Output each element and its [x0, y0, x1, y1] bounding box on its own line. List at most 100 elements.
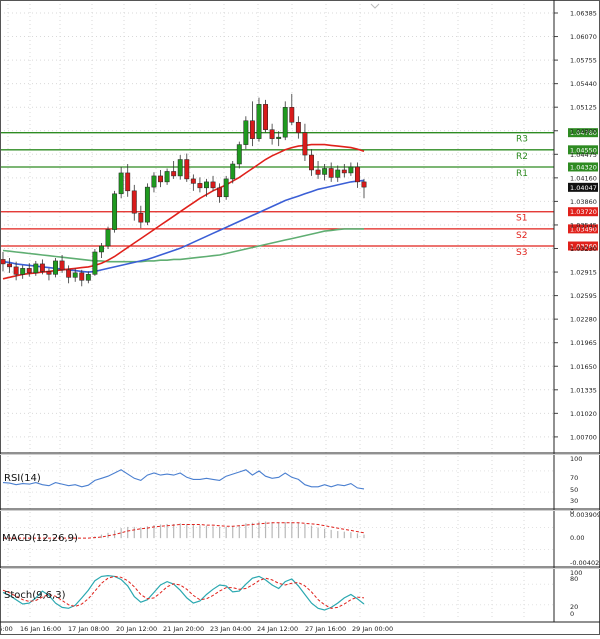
- level-price-label-S3: 1.03260: [570, 243, 597, 251]
- price-tick-label: 1.05125: [570, 104, 597, 112]
- candle-body: [302, 132, 308, 156]
- candles-group: [0, 93, 367, 287]
- time-label: 16:00: [0, 625, 13, 633]
- price-tick-label: 1.01020: [570, 410, 597, 418]
- level-price-label-R1: 1.04320: [570, 163, 597, 171]
- candle-body: [204, 181, 209, 189]
- candle-body: [33, 263, 39, 274]
- level-name-S3: S3: [516, 248, 527, 258]
- candle-body: [217, 187, 223, 198]
- rsi-label: RSI(14): [4, 473, 41, 484]
- rsi-tick: 50: [570, 486, 578, 494]
- candle-body: [295, 121, 301, 133]
- candle-body: [190, 178, 196, 184]
- stoch-d-line: [2, 575, 365, 609]
- candle-body: [66, 269, 72, 278]
- macd-signal-line: [3, 522, 365, 539]
- price-tick-label: 1.00700: [570, 433, 597, 441]
- candle-body: [59, 260, 65, 271]
- level-name-S2: S2: [516, 231, 527, 241]
- level-name-R1: R1: [516, 169, 528, 179]
- price-tick-label: 1.01965: [570, 339, 597, 347]
- price-tick-label: 1.06385: [570, 10, 597, 18]
- level-price-box-R3: [568, 128, 598, 138]
- time-label: 24 Jan 12:00: [257, 625, 298, 633]
- time-label: 27 Jan 16:00: [305, 625, 346, 633]
- time-label: 21 Jan 20:00: [163, 625, 204, 633]
- candle-body: [164, 171, 170, 183]
- candle-body: [138, 212, 144, 223]
- candle-body: [79, 272, 85, 281]
- level-price-label-R2: 1.04550: [570, 146, 597, 154]
- candle-body: [7, 263, 13, 268]
- rsi-line: [2, 469, 365, 490]
- candle-body: [0, 259, 6, 265]
- price-tick-label: 1.03545: [570, 221, 597, 229]
- price-tick-label: 1.03860: [570, 198, 597, 206]
- grid: [0, 4, 554, 620]
- candle-body: [131, 190, 137, 214]
- candle-body: [46, 271, 52, 275]
- candle-body: [361, 181, 367, 188]
- candle-body: [105, 229, 111, 247]
- indicators-group: RSI(14) 100 70 50 30 0 MACD(12,26,9) 0.003909 0.…: [2, 455, 600, 618]
- candle-body: [144, 186, 150, 223]
- current-price-box: [568, 182, 598, 192]
- stoch-tick: 80: [570, 575, 578, 583]
- price-tick-label: 1.04160: [570, 174, 597, 182]
- macd-label: MACD(12,26,9): [2, 533, 78, 544]
- price-tick-label: 1.03230: [570, 245, 597, 253]
- time-label: 17 Jan 08:00: [68, 625, 109, 633]
- candle-body: [158, 175, 163, 183]
- candle-body: [322, 168, 328, 175]
- candle-body: [354, 166, 360, 183]
- level-name-S1: S1: [516, 214, 527, 224]
- candle-body: [92, 251, 98, 275]
- level-price-label-S2: 1.03490: [570, 225, 597, 233]
- candle-body: [328, 168, 334, 178]
- candle-body: [309, 154, 314, 171]
- candle-body: [256, 104, 262, 139]
- time-label: 20 Jan 12:00: [116, 625, 157, 633]
- price-tick-label: 1.05755: [570, 57, 597, 65]
- level-price-box-S1: [568, 207, 598, 217]
- candle-body: [230, 163, 236, 180]
- time-label: 16 Jan 16:00: [20, 625, 61, 633]
- level-name-R2: R2: [516, 152, 528, 162]
- candle-body: [243, 120, 249, 145]
- candle-body: [269, 129, 275, 139]
- price-tick-label: 1.05440: [570, 80, 597, 88]
- macd-tick: 0.00: [570, 534, 584, 542]
- candle-body: [13, 266, 19, 275]
- rsi-tick: 70: [570, 474, 578, 482]
- levels-group: R3 1.04780 R2 1.04550 R1 1.04320 S1 1.03720 S2 1.…: [0, 128, 598, 258]
- candle-body: [223, 178, 229, 198]
- stoch-tick: 20: [570, 603, 578, 611]
- time-label: 29 Jan 00:00: [352, 625, 393, 633]
- price-tick-label: 1.04800: [570, 127, 597, 135]
- current-price-label: 1.04047: [570, 184, 597, 192]
- candle-body: [315, 169, 321, 175]
- macd-tick: 0.003909: [570, 511, 600, 519]
- rsi-tick: 100: [570, 455, 582, 463]
- stoch-label: Stoch(9,6,3): [4, 590, 66, 601]
- price-tick-label: 1.01650: [570, 363, 597, 371]
- macd-tick: -0.004029: [570, 559, 600, 567]
- time-label: 23 Jan 04:00: [210, 625, 251, 633]
- candle-body: [171, 171, 177, 177]
- stoch-tick: 100: [570, 569, 582, 577]
- price-tick-label: 1.02915: [570, 269, 597, 277]
- candle-body: [112, 193, 118, 230]
- candle-body: [249, 120, 255, 139]
- candle-body: [335, 169, 341, 178]
- candle-body: [276, 136, 282, 139]
- ma-green-line: [2, 228, 364, 263]
- candle-body: [197, 183, 203, 189]
- level-price-label-R3: 1.04780: [570, 129, 597, 137]
- price-axis: 1.06385 1.06070 1.05755 1.05440 1.05125 1.048…: [0, 10, 598, 633]
- candle-body: [236, 144, 242, 165]
